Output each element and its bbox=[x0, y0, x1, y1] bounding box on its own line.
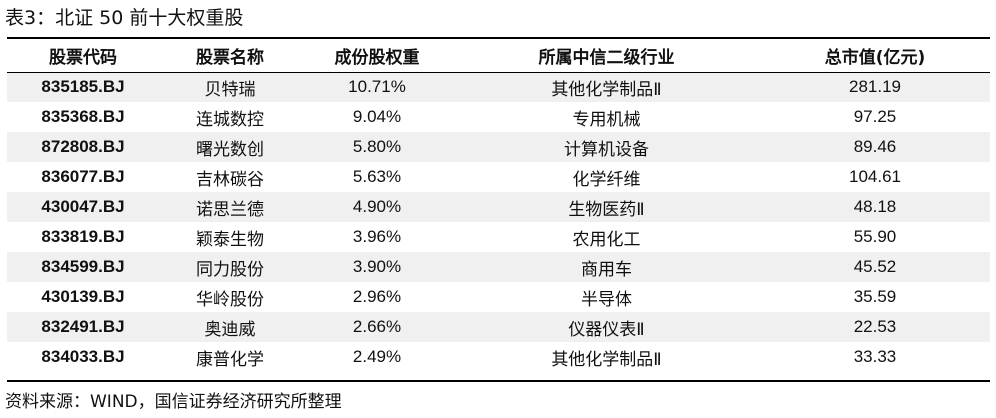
cell-stock-code: 834033.BJ bbox=[7, 342, 159, 372]
header-stock-name: 股票名称 bbox=[196, 48, 264, 68]
table-row: 835368.BJ 连城数控 9.04% 专用机械 97.25 bbox=[7, 102, 990, 132]
cell-industry: 其他化学制品Ⅱ bbox=[453, 72, 760, 102]
table-row: 833819.BJ 颖泰生物 3.96% 农用化工 55.90 bbox=[7, 222, 990, 252]
table-row: 836077.BJ 吉林碳谷 5.63% 化学纤维 104.61 bbox=[7, 162, 990, 192]
cell-stock-name: 贝特瑞 bbox=[159, 72, 301, 102]
table-row: 872808.BJ 曙光数创 5.80% 计算机设备 89.46 bbox=[7, 132, 990, 162]
cell-market-cap: 33.33 bbox=[760, 342, 990, 372]
table-row: 834033.BJ 康普化学 2.49% 其他化学制品Ⅱ 33.33 bbox=[7, 342, 990, 372]
cell-weight: 2.96% bbox=[301, 282, 453, 312]
cell-industry: 计算机设备 bbox=[453, 132, 760, 162]
cell-stock-name: 华岭股份 bbox=[159, 282, 301, 312]
header-row: 股票代码 股票名称 成份股权重 所属中信二级行业 总市值(亿元) bbox=[7, 39, 990, 72]
header-weight: 成份股权重 bbox=[334, 48, 420, 68]
table-row: 430139.BJ 华岭股份 2.96% 半导体 35.59 bbox=[7, 282, 990, 312]
cell-stock-code: 835368.BJ bbox=[7, 102, 159, 132]
cell-weight: 9.04% bbox=[301, 102, 453, 132]
cell-industry: 仪器仪表Ⅱ bbox=[453, 312, 760, 342]
cell-market-cap: 89.46 bbox=[760, 132, 990, 162]
table-row: 430047.BJ 诺思兰德 4.90% 生物医药Ⅱ 48.18 bbox=[7, 192, 990, 222]
cell-stock-name: 康普化学 bbox=[159, 342, 301, 372]
table-row: 832491.BJ 奥迪威 2.66% 仪器仪表Ⅱ 22.53 bbox=[7, 312, 990, 342]
table-row: 835185.BJ 贝特瑞 10.71% 其他化学制品Ⅱ 281.19 bbox=[7, 72, 990, 102]
cell-industry: 化学纤维 bbox=[453, 162, 760, 192]
cell-stock-code: 430139.BJ bbox=[7, 282, 159, 312]
cell-stock-name: 诺思兰德 bbox=[159, 192, 301, 222]
cell-stock-name: 奥迪威 bbox=[159, 312, 301, 342]
cell-market-cap: 97.25 bbox=[760, 102, 990, 132]
cell-stock-name: 连城数控 bbox=[159, 102, 301, 132]
cell-industry: 半导体 bbox=[453, 282, 760, 312]
table-title: 表3：北证 50 前十大权重股 bbox=[5, 7, 244, 29]
cell-industry: 生物医药Ⅱ bbox=[453, 192, 760, 222]
cell-weight: 3.90% bbox=[301, 252, 453, 282]
cell-stock-name: 同力股份 bbox=[159, 252, 301, 282]
cell-weight: 5.80% bbox=[301, 132, 453, 162]
cell-stock-code: 832491.BJ bbox=[7, 312, 159, 342]
cell-market-cap: 22.53 bbox=[760, 312, 990, 342]
table-row: 834599.BJ 同力股份 3.90% 商用车 45.52 bbox=[7, 252, 990, 282]
cell-weight: 10.71% bbox=[301, 72, 453, 102]
cell-stock-code: 430047.BJ bbox=[7, 192, 159, 222]
cell-stock-code: 834599.BJ bbox=[7, 252, 159, 282]
cell-stock-code: 835185.BJ bbox=[7, 72, 159, 102]
cell-market-cap: 281.19 bbox=[760, 72, 990, 102]
cell-stock-code: 833819.BJ bbox=[7, 222, 159, 252]
cell-market-cap: 48.18 bbox=[760, 192, 990, 222]
cell-weight: 4.90% bbox=[301, 192, 453, 222]
cell-stock-code: 872808.BJ bbox=[7, 132, 159, 162]
header-rule bbox=[7, 72, 990, 73]
cell-stock-name: 颖泰生物 bbox=[159, 222, 301, 252]
header-industry: 所属中信二级行业 bbox=[538, 48, 675, 68]
top-weights-table: 股票代码 股票名称 成份股权重 所属中信二级行业 总市值(亿元) 835185.… bbox=[7, 39, 990, 372]
cell-weight: 5.63% bbox=[301, 162, 453, 192]
cell-weight: 2.49% bbox=[301, 342, 453, 372]
source-note: 资料来源：WIND，国信证券经济研究所整理 bbox=[5, 392, 342, 412]
header-stock-code: 股票代码 bbox=[49, 48, 117, 68]
bottom-rule bbox=[7, 380, 990, 382]
cell-industry: 其他化学制品Ⅱ bbox=[453, 342, 760, 372]
cell-industry: 农用化工 bbox=[453, 222, 760, 252]
cell-market-cap: 55.90 bbox=[760, 222, 990, 252]
cell-industry: 专用机械 bbox=[453, 102, 760, 132]
cell-stock-code: 836077.BJ bbox=[7, 162, 159, 192]
header-market-cap: 总市值(亿元) bbox=[824, 48, 926, 68]
top-rule bbox=[7, 37, 990, 39]
cell-market-cap: 45.52 bbox=[760, 252, 990, 282]
cell-industry: 商用车 bbox=[453, 252, 760, 282]
cell-weight: 2.66% bbox=[301, 312, 453, 342]
cell-stock-name: 曙光数创 bbox=[159, 132, 301, 162]
cell-market-cap: 104.61 bbox=[760, 162, 990, 192]
cell-market-cap: 35.59 bbox=[760, 282, 990, 312]
cell-stock-name: 吉林碳谷 bbox=[159, 162, 301, 192]
cell-weight: 3.96% bbox=[301, 222, 453, 252]
